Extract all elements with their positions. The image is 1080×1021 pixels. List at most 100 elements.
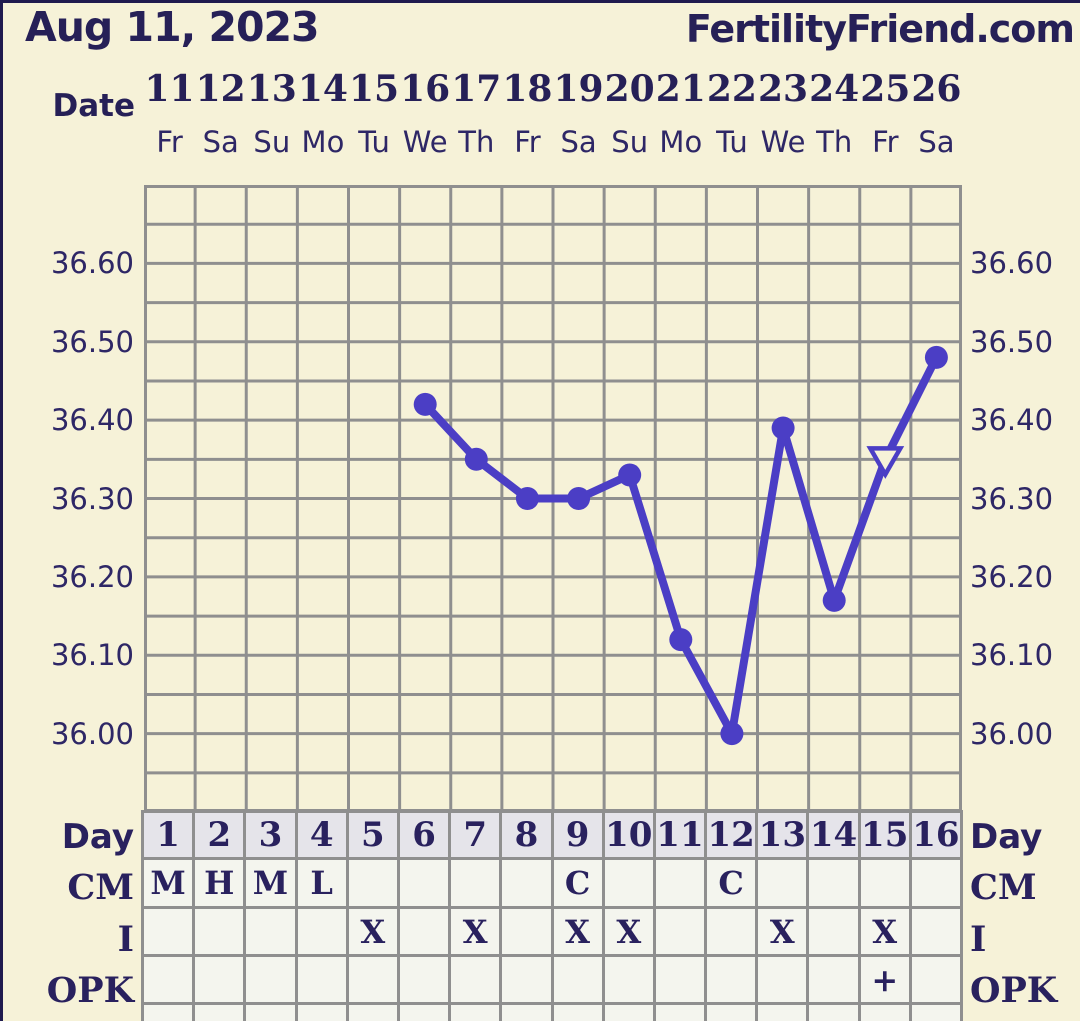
day-cell-11: 11 [652, 810, 708, 860]
date-number-8: 18 [502, 68, 553, 110]
partial-cell-9 [550, 1002, 605, 1021]
i-cell-9: X [550, 906, 605, 957]
weekday-13: We [760, 125, 806, 159]
weekday-7: Th [458, 125, 495, 159]
y-tick-left-36.60: 36.60 [50, 246, 134, 281]
date-number-7: 17 [451, 68, 502, 110]
opk-cell-2 [192, 954, 247, 1005]
row-label-left-i: I [117, 919, 134, 960]
opk-cell-11 [652, 954, 708, 1005]
cm-cell-8 [499, 857, 554, 909]
y-tick-left-36.30: 36.30 [50, 481, 134, 516]
y-tick-left-36.10: 36.10 [50, 638, 134, 673]
temp-dot-day-14 [822, 588, 846, 612]
temp-dot-day-16 [924, 345, 948, 369]
date-number-10: 20 [604, 68, 655, 110]
i-cell-4 [294, 906, 349, 957]
row-label-left-day: Day [61, 817, 134, 857]
i-cell-13: X [755, 906, 810, 957]
i-cell-6 [396, 906, 452, 957]
page-top-border [0, 0, 1080, 3]
opk-cell-1 [140, 954, 196, 1005]
opk-cell-14 [806, 954, 861, 1005]
day-cell-6: 6 [396, 810, 452, 860]
day-cell-5: 5 [345, 810, 400, 860]
cm-cell-10 [601, 857, 656, 909]
partial-cell-6 [396, 1002, 452, 1021]
day-cell-10: 10 [601, 810, 656, 860]
opk-cell-15: + [857, 954, 912, 1005]
day-cell-1: 1 [140, 810, 196, 860]
day-cell-16: 16 [908, 810, 964, 860]
partial-cell-13 [755, 1002, 810, 1021]
date-axis-weekdays: Fr Sa Su Mo Tu We Th Fr Sa Su Mo Tu We Th Fr Sa [144, 122, 962, 162]
date-number-4: 14 [297, 68, 348, 110]
date-number-9: 19 [553, 68, 604, 110]
chart-date-title: Aug 11, 2023 [25, 3, 320, 51]
opk-cell-3 [243, 954, 298, 1005]
partial-cell-1 [140, 1002, 196, 1021]
i-cell-7: X [448, 906, 503, 957]
temp-dot-day-10 [618, 463, 642, 487]
weekday-4: Mo [301, 125, 345, 159]
page-left-border [0, 0, 3, 1021]
day-cell-15: 15 [857, 810, 912, 860]
partial-cell-3 [243, 1002, 298, 1021]
date-number-1: 11 [144, 68, 195, 110]
opk-cell-9 [550, 954, 605, 1005]
i-cell-10: X [601, 906, 656, 957]
date-number-2: 12 [195, 68, 246, 110]
weekday-6: We [402, 125, 448, 159]
temp-dot-day-7 [464, 447, 488, 471]
y-tick-right-36.10: 36.10 [970, 638, 1054, 673]
weekday-11: Mo [659, 125, 703, 159]
i-cell-2 [192, 906, 247, 957]
partial-cell-7 [448, 1002, 503, 1021]
date-number-15: 25 [860, 68, 911, 110]
date-number-5: 15 [349, 68, 400, 110]
weekday-1: Fr [156, 125, 183, 159]
weekday-14: Th [816, 125, 853, 159]
partial-cell-16 [908, 1002, 964, 1021]
cm-cell-16 [908, 857, 964, 909]
day-cell-14: 14 [806, 810, 861, 860]
i-cell-15: X [857, 906, 912, 957]
day-cell-4: 4 [294, 810, 349, 860]
partial-cell-8 [499, 1002, 554, 1021]
temp-dot-day-9 [567, 487, 591, 510]
cm-cell-9: C [550, 857, 605, 909]
date-number-13: 23 [758, 68, 809, 110]
open-triangle-marker-day-15 [866, 446, 905, 479]
temp-dot-day-11 [669, 628, 693, 652]
cm-cell-11 [652, 857, 708, 909]
cm-cell-3: M [243, 857, 298, 909]
y-tick-right-36.40: 36.40 [970, 403, 1054, 438]
partial-cell-12 [704, 1002, 759, 1021]
cycle-table: 1 2 3 4 5 6 7 8 9 10 11 12 13 14 15 16 M H M L C C X X X X X X + [140, 810, 964, 1021]
opk-cell-5 [345, 954, 400, 1005]
day-cell-13: 13 [755, 810, 810, 860]
day-cell-8: 8 [499, 810, 554, 860]
cm-cell-15 [857, 857, 912, 909]
date-number-14: 24 [809, 68, 860, 110]
opk-cell-8 [499, 954, 554, 1005]
temp-dot-day-12 [720, 722, 744, 746]
weekday-2: Sa [202, 125, 239, 159]
y-tick-left-36.00: 36.00 [50, 716, 134, 751]
bbt-line-chart [144, 185, 962, 812]
i-cell-5: X [345, 906, 400, 957]
date-axis-numbers: 11 12 13 14 15 16 17 18 19 20 21 22 23 24 25 26 [144, 66, 962, 112]
y-tick-right-36.50: 36.50 [970, 324, 1054, 359]
day-cell-12: 12 [704, 810, 759, 860]
weekday-5: Tu [358, 125, 390, 159]
partial-cell-15 [857, 1002, 912, 1021]
date-number-12: 22 [706, 68, 757, 110]
cm-cell-12: C [704, 857, 759, 909]
partial-cell-11 [652, 1002, 708, 1021]
partial-cell-2 [192, 1002, 247, 1021]
row-label-left-opk: OPK [46, 970, 134, 1011]
row-label-right-cm: CM [970, 867, 1037, 908]
